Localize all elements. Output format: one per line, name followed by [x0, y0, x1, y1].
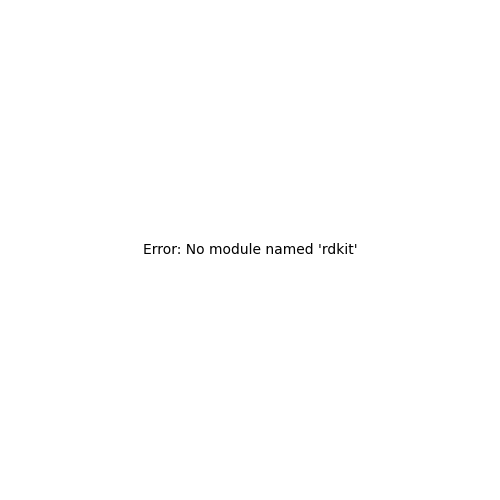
- Text: Error: No module named 'rdkit': Error: No module named 'rdkit': [142, 243, 358, 257]
